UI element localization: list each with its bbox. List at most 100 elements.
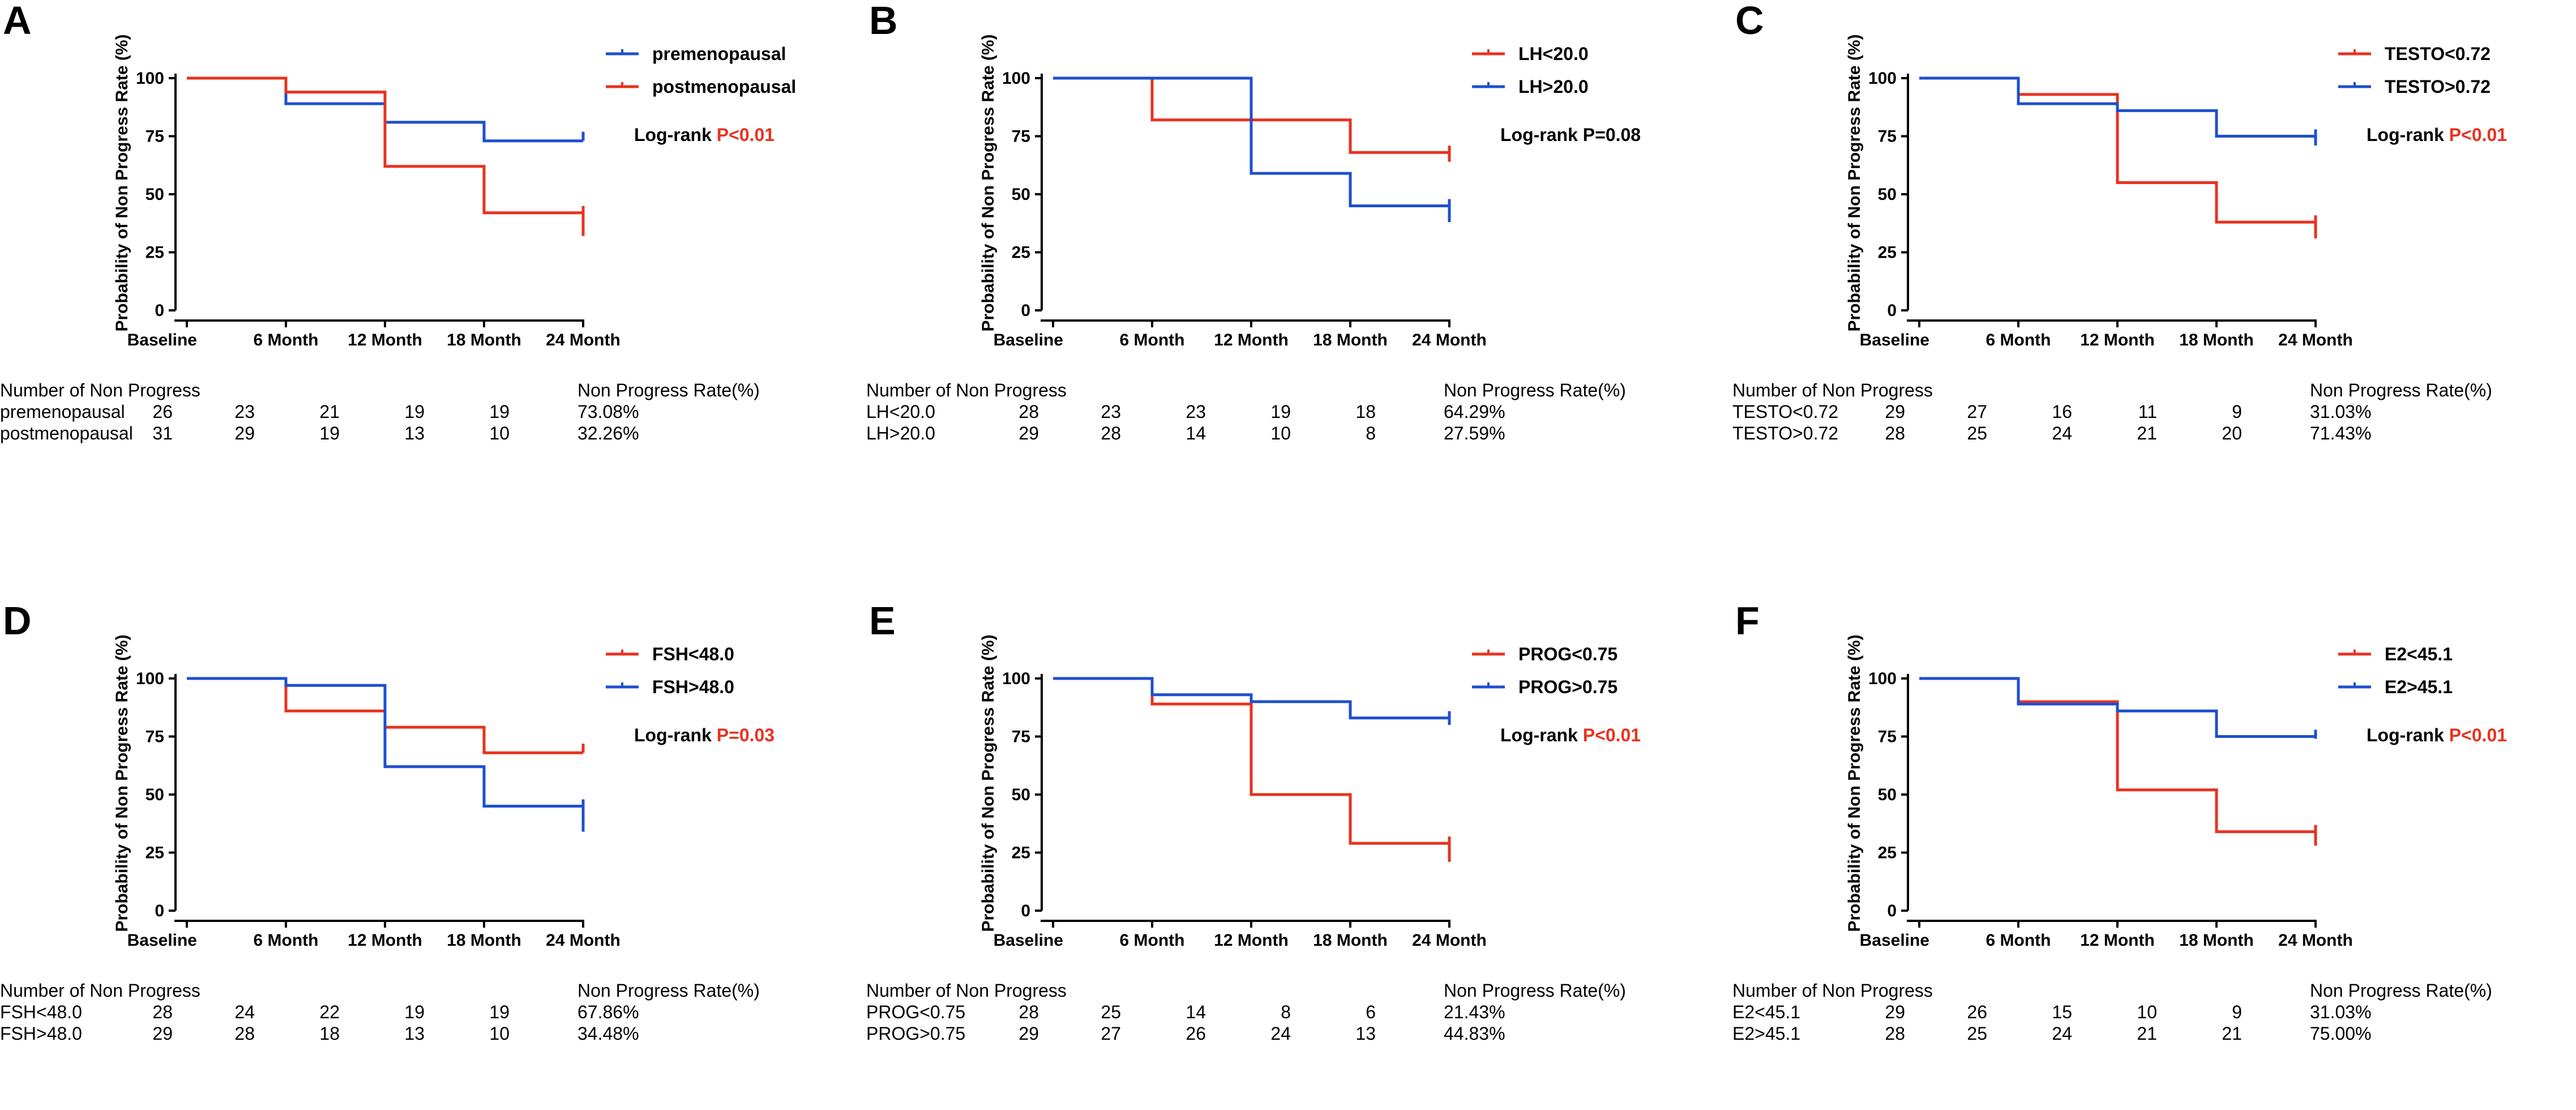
y-tick-label: 50 <box>146 185 164 204</box>
legend-label: E2<45.1 <box>2385 644 2453 664</box>
p-value: P<0.01 <box>1583 725 1641 745</box>
risk-count: 27 <box>1967 402 1987 422</box>
log-rank-label: Log-rank <box>2367 725 2449 745</box>
log-rank-text: Log-rank P<0.01 <box>2367 725 2507 745</box>
y-axis-title: Probability of Non Progress Rate (%) <box>1845 34 1864 331</box>
log-rank-label: Log-rank <box>634 125 717 145</box>
x-tick-label: Baseline <box>1860 331 1929 349</box>
y-tick-label: 50 <box>1012 185 1030 204</box>
panel-c: C Probability of Non Progress Rate (%) 0 25… <box>1732 0 2576 510</box>
risk-count: 9 <box>2232 1002 2242 1022</box>
x-tick-label: 12 Month <box>1214 931 1289 950</box>
p-value: P=0.08 <box>1583 125 1641 145</box>
y-tick-label: 25 <box>146 844 164 863</box>
risk-count: 29 <box>1019 423 1039 443</box>
y-tick-label: 75 <box>1878 728 1897 746</box>
risk-table-title: Number of Non Progress <box>1732 980 1933 1001</box>
km-chart-b: B Probability of Non Progress Rate (%) 0 25… <box>866 0 1641 443</box>
rate-value: 31.03% <box>2310 1002 2372 1022</box>
risk-count: 19 <box>404 402 425 422</box>
risk-count: 25 <box>1967 423 1987 443</box>
legend-label: postmenopausal <box>652 76 796 97</box>
risk-count: 10 <box>489 423 510 443</box>
y-tick-label: 100 <box>1868 669 1897 688</box>
x-tick-label: 6 Month <box>1120 331 1185 349</box>
series-line-FSH>48.0 <box>187 677 585 832</box>
rate-value: 31.03% <box>2310 402 2372 422</box>
risk-row-label: LH>20.0 <box>866 423 935 443</box>
risk-row-label: E2>45.1 <box>1732 1023 1800 1044</box>
risk-table-title: Number of Non Progress <box>1732 380 1933 400</box>
rate-value: 67.86% <box>577 1002 639 1022</box>
risk-count: 31 <box>152 423 173 443</box>
risk-count: 21 <box>2137 423 2157 443</box>
risk-count: 6 <box>1366 1002 1376 1022</box>
risk-count: 23 <box>1186 402 1206 422</box>
y-tick-label: 0 <box>1021 902 1030 920</box>
rate-column-title: Non Progress Rate(%) <box>2310 380 2492 400</box>
x-tick-label: 6 Month <box>1986 931 2051 950</box>
x-tick-label: 18 Month <box>2179 931 2254 950</box>
x-tick-label: 12 Month <box>1214 331 1289 349</box>
risk-row-label: LH<20.0 <box>866 402 935 422</box>
panel-d: D Probability of Non Progress Rate (%) 0 25… <box>0 599 849 1110</box>
series-line-postmenopausal <box>187 76 585 236</box>
risk-count: 10 <box>2137 1002 2157 1022</box>
log-rank-text: Log-rank P<0.01 <box>2367 125 2507 145</box>
legend-label: PROG<0.75 <box>1518 644 1618 664</box>
panel-b: B Probability of Non Progress Rate (%) 0 25… <box>866 0 1715 510</box>
rate-value: 73.08% <box>577 402 639 422</box>
series-line-PROG<0.75 <box>1053 677 1451 862</box>
x-tick-label: 12 Month <box>348 931 422 950</box>
panel-letter: D <box>3 599 32 643</box>
y-tick-label: 50 <box>1878 785 1897 804</box>
y-tick-label: 75 <box>1012 728 1030 746</box>
panel-letter: A <box>3 0 32 42</box>
x-tick-label: 12 Month <box>2080 931 2155 950</box>
legend-label: TESTO<0.72 <box>2385 44 2491 64</box>
x-tick-label: Baseline <box>127 931 197 950</box>
y-tick-label: 100 <box>136 669 164 688</box>
legend-label: FSH>48.0 <box>652 677 734 697</box>
rate-value: 64.29% <box>1444 402 1505 422</box>
x-tick-label: 18 Month <box>1313 331 1388 349</box>
series-line-TESTO>0.72 <box>1919 76 2317 146</box>
km-chart-f: F Probability of Non Progress Rate (%) 0 25… <box>1732 599 2507 1044</box>
x-tick-label: 24 Month <box>1412 331 1487 349</box>
x-tick-label: 18 Month <box>447 331 521 349</box>
risk-count: 16 <box>2052 402 2072 422</box>
log-rank-text: Log-rank P<0.01 <box>1500 725 1641 745</box>
y-tick-label: 25 <box>1878 844 1897 863</box>
log-rank-label: Log-rank <box>1500 725 1583 745</box>
series-line-LH<20.0 <box>1053 76 1451 162</box>
risk-row-label: postmenopausal <box>0 423 133 443</box>
panel-e: E Probability of Non Progress Rate (%) 0 25… <box>866 599 1715 1110</box>
x-tick-label: 18 Month <box>1313 931 1388 950</box>
x-tick-label: Baseline <box>994 931 1063 950</box>
y-tick-label: 50 <box>146 785 164 804</box>
risk-count: 24 <box>234 1002 255 1022</box>
x-tick-label: Baseline <box>127 331 197 349</box>
y-axis-title: Probability of Non Progress Rate (%) <box>979 634 998 932</box>
risk-count: 18 <box>319 1023 340 1044</box>
y-tick-label: 25 <box>1012 844 1030 863</box>
risk-count: 13 <box>1355 1023 1376 1044</box>
risk-count: 19 <box>404 1002 425 1022</box>
legend-label: LH>20.0 <box>1518 76 1589 97</box>
legend-label: E2>45.1 <box>2385 677 2453 697</box>
panel-letter: E <box>869 599 896 643</box>
risk-table-title: Number of Non Progress <box>0 980 200 1001</box>
legend-label: FSH<48.0 <box>652 644 734 664</box>
risk-count: 29 <box>152 1023 173 1044</box>
y-tick-label: 25 <box>1878 244 1897 262</box>
log-rank-label: Log-rank <box>1500 125 1583 145</box>
risk-count: 15 <box>2052 1002 2072 1022</box>
rate-value: 32.26% <box>577 423 639 443</box>
risk-count: 24 <box>2052 1023 2072 1044</box>
p-value: P<0.01 <box>2449 125 2507 145</box>
risk-count: 28 <box>1101 423 1121 443</box>
km-chart-a: A Probability of Non Progress Rate (%) 0 25… <box>0 0 796 443</box>
y-axis-title: Probability of Non Progress Rate (%) <box>1845 634 1864 932</box>
risk-count: 26 <box>1186 1023 1206 1044</box>
log-rank-text: Log-rank P=0.03 <box>634 725 774 745</box>
